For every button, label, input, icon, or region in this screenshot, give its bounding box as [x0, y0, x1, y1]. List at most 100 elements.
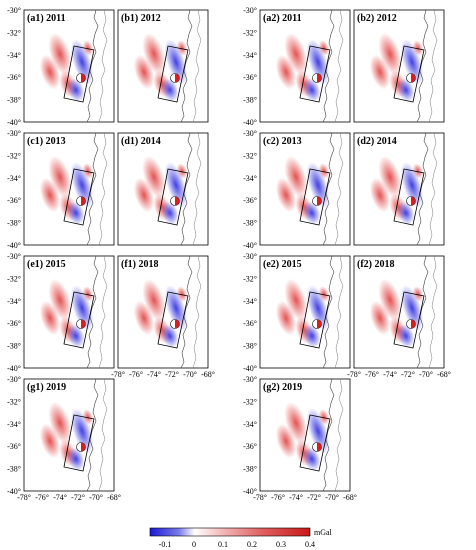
beachball-icon: [312, 196, 322, 206]
panel-c2: (c2) 2013 -30° -32° -34° -36° -38° -40°: [243, 129, 351, 250]
fault-rupture-box: [63, 291, 95, 349]
panel-title: (d2) 2014: [357, 136, 397, 147]
border-line: [192, 132, 202, 246]
lat-tick-label: -32°: [243, 151, 257, 160]
panel-g1: (g1) 2019 -30° -32° -34° -36° -38° -40°: [7, 375, 115, 496]
panel-b1: (b1) 2012: [117, 9, 209, 123]
border-line: [98, 255, 108, 369]
border-line: [98, 132, 108, 246]
lat-tick-label: -40°: [7, 241, 21, 250]
fault-rupture-box: [157, 291, 189, 349]
fault-rupture-box: [299, 291, 331, 349]
fault-rupture-box: [299, 168, 331, 226]
lat-tick-label: -36°: [243, 319, 257, 328]
panel-title: (a1) 2011: [27, 13, 66, 24]
beachball-icon: [406, 319, 416, 329]
fault-rupture-box: [393, 168, 425, 226]
lon-tick-label: -70°: [89, 493, 103, 502]
lat-tick-label: -30°: [7, 129, 21, 138]
lon-tick-label: -76°: [35, 493, 49, 502]
panel-title: (f2) 2018: [357, 259, 395, 270]
lon-tick-label: -72°: [165, 370, 179, 379]
fault-rupture-box: [393, 291, 425, 349]
lon-tick-label: -76°: [365, 370, 379, 379]
lon-tick-label: -78°: [17, 493, 31, 502]
gravity-anomaly-field: [369, 32, 424, 102]
lon-tick-label: -74°: [53, 493, 67, 502]
gravity-anomaly-field: [39, 401, 94, 471]
lon-tick-label: -72°: [401, 370, 415, 379]
colorbar-tick-label: -0.1: [159, 540, 172, 549]
fault-rupture-box: [63, 45, 95, 103]
beachball-icon: [170, 73, 180, 83]
fault-rupture-box: [157, 168, 189, 226]
border-line: [98, 9, 108, 123]
lat-tick-label: -34°: [243, 297, 257, 306]
lat-tick-label: -32°: [7, 28, 21, 37]
panel-g2: (g2) 2019 -30° -32° -34° -36° -38° -40°: [243, 375, 351, 496]
panel-title: (e2) 2015: [263, 259, 302, 270]
colorbar-tick-label: 0.3: [276, 540, 286, 549]
lat-tick-label: -38°: [243, 96, 257, 105]
colorbar-gradient: [149, 527, 311, 537]
gravity-anomaly-field: [39, 278, 94, 348]
gravity-anomaly-field: [39, 32, 94, 102]
lat-tick-label: -40°: [243, 118, 257, 127]
gravity-anomaly-field: [133, 278, 188, 348]
lat-tick-label: -34°: [7, 297, 21, 306]
lat-tick-label: -30°: [243, 375, 257, 384]
gravity-anomaly-field: [275, 155, 330, 225]
lat-tick-label: -38°: [243, 219, 257, 228]
panel-title: (e1) 2015: [27, 259, 66, 270]
lat-tick-label: -40°: [7, 487, 21, 496]
lon-tick-label: -74°: [147, 370, 161, 379]
lat-tick-label: -36°: [7, 73, 21, 82]
panel-title: (a2) 2011: [263, 13, 302, 24]
beachball-icon: [76, 73, 86, 83]
border-line: [334, 255, 344, 369]
panel-a2: (a2) 2011 -30° -32° -34° -36° -38° -40°: [243, 6, 351, 127]
panel-f2: (f2) 2018: [353, 255, 445, 369]
panel-d1: (d1) 2014: [117, 132, 209, 246]
lat-tick-label: -40°: [243, 487, 257, 496]
coastline: [180, 255, 193, 369]
panel-title: (f1) 2018: [121, 259, 159, 270]
border-line: [334, 132, 344, 246]
gravity-anomaly-field: [369, 278, 424, 348]
lat-tick-label: -38°: [7, 96, 21, 105]
lat-tick-label: -38°: [243, 342, 257, 351]
lon-tick-label: -74°: [383, 370, 397, 379]
lon-tick-label: -72°: [71, 493, 85, 502]
colorbar-tick-label: 0.2: [247, 540, 257, 549]
lat-tick-label: -32°: [243, 397, 257, 406]
panel-e2: (e2) 2015 -30° -32° -34° -36° -38° -40°: [243, 252, 351, 373]
lat-tick-label: -40°: [243, 241, 257, 250]
coastline: [416, 9, 429, 123]
colorbar-tick-label: 0.1: [218, 540, 228, 549]
lat-tick-label: -34°: [7, 420, 21, 429]
lon-tick-label: -68°: [107, 493, 121, 502]
lat-tick-label: -36°: [243, 196, 257, 205]
coastline: [416, 132, 429, 246]
coastline: [322, 9, 335, 123]
lat-tick-label: -38°: [7, 342, 21, 351]
lat-tick-label: -32°: [7, 274, 21, 283]
panel-title: (b1) 2012: [121, 13, 161, 24]
lat-tick-label: -40°: [243, 364, 257, 373]
lat-tick-label: -30°: [7, 375, 21, 384]
lat-tick-label: -30°: [243, 6, 257, 15]
border-line: [428, 9, 438, 123]
panel-c1: (c1) 2013 -30° -32° -34° -36° -38° -40°: [7, 129, 115, 250]
lat-tick-label: -38°: [7, 219, 21, 228]
fault-rupture-box: [299, 45, 331, 103]
lat-tick-label: -34°: [7, 174, 21, 183]
panel-e1: (e1) 2015 -30° -32° -34° -36° -38° -40°: [7, 252, 115, 373]
fault-rupture-box: [393, 45, 425, 103]
beachball-icon: [312, 73, 322, 83]
coastline: [416, 255, 429, 369]
fault-rupture-box: [63, 414, 95, 472]
border-line: [334, 378, 344, 492]
beachball-icon: [312, 319, 322, 329]
panel-title: (b2) 2012: [357, 13, 397, 24]
